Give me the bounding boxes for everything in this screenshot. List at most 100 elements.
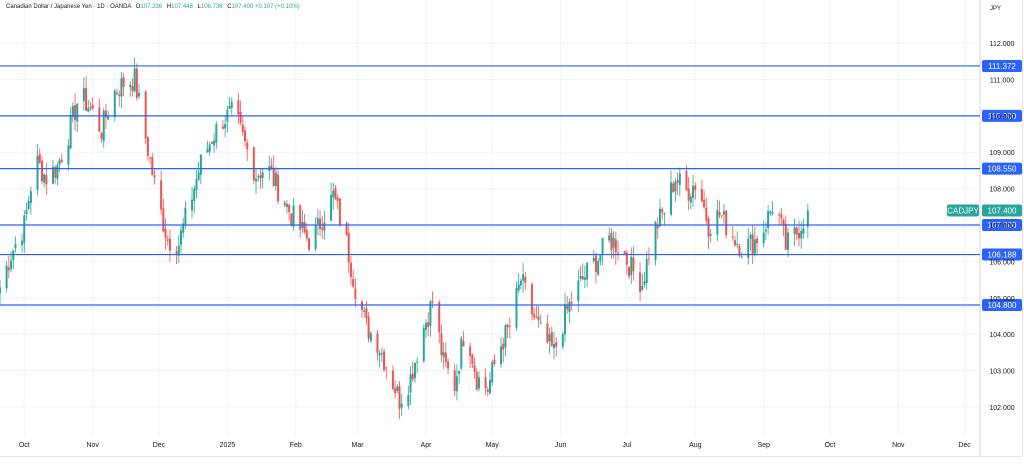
candle-up (191, 199, 194, 211)
time-axis[interactable]: Oct Nov Dec 2025 Feb Mar Apr May Jun Jul Aug Sep Oct… (19, 442, 971, 449)
legend-close-label: C (227, 4, 232, 10)
candle-down (135, 68, 138, 98)
candle-up (182, 223, 185, 233)
candle-up (199, 154, 202, 175)
candle-up (577, 280, 580, 302)
candle-down (319, 218, 322, 229)
candle-down (628, 266, 631, 277)
level-price-tag[interactable] (982, 162, 1022, 175)
candle-down (100, 133, 103, 139)
candle-up (113, 90, 116, 118)
candle-up (460, 338, 463, 369)
candle-up (285, 203, 288, 208)
candle-up (206, 149, 209, 153)
candle-down (594, 255, 597, 273)
candle-down (303, 222, 306, 233)
last-price-label: 107.400 (988, 206, 1017, 215)
candle-down (160, 180, 163, 210)
y-tick-label: 104.000 (989, 332, 1014, 339)
candle-up (400, 403, 403, 408)
candle-down (795, 227, 798, 235)
candle-up (416, 361, 419, 363)
candle-down (484, 377, 487, 389)
candle-down (570, 302, 573, 304)
candle-up (740, 256, 743, 258)
candle-down (118, 94, 121, 97)
candle-up (58, 160, 61, 165)
candle-up (424, 323, 427, 331)
candle-down (632, 257, 635, 272)
candle-down (277, 174, 280, 202)
candle-up (138, 92, 141, 97)
candle-up (630, 256, 633, 275)
candle-down (40, 160, 43, 182)
candle-down (440, 333, 443, 356)
candle-up (36, 155, 39, 190)
candle-down (38, 154, 41, 163)
candle-up (806, 210, 809, 227)
level-price-tag[interactable] (982, 109, 1022, 122)
horizontal-levels[interactable]: 111.372 110.000 108.550 107.000 106.188 104.8… (0, 59, 1022, 312)
candle-down (453, 370, 456, 391)
candle-down (798, 233, 801, 239)
candle-up (641, 286, 644, 290)
candle-up (102, 110, 105, 142)
candle-up (323, 222, 326, 231)
candle-up (663, 213, 666, 215)
candle-up (197, 172, 200, 180)
candle-down (383, 351, 386, 370)
candle-down (462, 340, 465, 347)
candle-up (179, 230, 182, 245)
x-tick-label: Nov (892, 442, 905, 449)
level-price-label: 108.550 (988, 165, 1017, 174)
candle-down (237, 100, 240, 115)
y-tick-label: 108.000 (989, 187, 1014, 194)
candle-down (537, 316, 540, 321)
candle-up (771, 212, 774, 214)
candle-up (599, 254, 602, 262)
y-tick-label: 112.000 (990, 41, 1015, 48)
candle-up (14, 244, 17, 249)
candle-down (738, 245, 741, 256)
candle-up (274, 172, 277, 186)
x-tick-label: Sep (757, 442, 770, 449)
candle-up (120, 78, 123, 97)
price-axis[interactable]: 102.000 103.000 104.000 105.000 106.000 107.0… (947, 41, 1022, 412)
candle-up (608, 235, 611, 241)
candle-down (546, 323, 549, 343)
candle-up (601, 237, 604, 254)
candle-down (672, 183, 675, 193)
candle-up (553, 343, 556, 349)
candle-down (151, 157, 154, 176)
candle-down (144, 91, 147, 139)
level-price-tag[interactable] (982, 299, 1022, 312)
candle-up (654, 221, 657, 261)
candle-down (502, 343, 505, 350)
candle-up (184, 207, 187, 226)
candle-up (612, 237, 615, 248)
candle-down (270, 165, 273, 170)
candle-up (749, 234, 752, 239)
y-tick-label: 106.000 (989, 259, 1014, 266)
level-price-tag[interactable] (982, 219, 1022, 231)
candle-down (427, 322, 430, 328)
candle-down (780, 214, 783, 219)
candle-down (623, 251, 626, 255)
level-price-tag[interactable] (982, 59, 1022, 72)
candle-up (257, 176, 260, 178)
candle-up (51, 166, 54, 184)
candle-up (764, 229, 767, 232)
candle-down (784, 223, 787, 250)
candle-up (539, 322, 542, 324)
candle-down (581, 275, 584, 280)
candle-down (283, 202, 286, 206)
level-price-tag[interactable] (982, 248, 1022, 261)
legend-open-label: O (135, 4, 141, 10)
candle-down (533, 313, 536, 318)
candle-up (5, 265, 8, 289)
candle-down (162, 208, 165, 232)
candle-up (561, 334, 564, 347)
candle-up (43, 174, 46, 183)
candle-up (586, 262, 589, 280)
